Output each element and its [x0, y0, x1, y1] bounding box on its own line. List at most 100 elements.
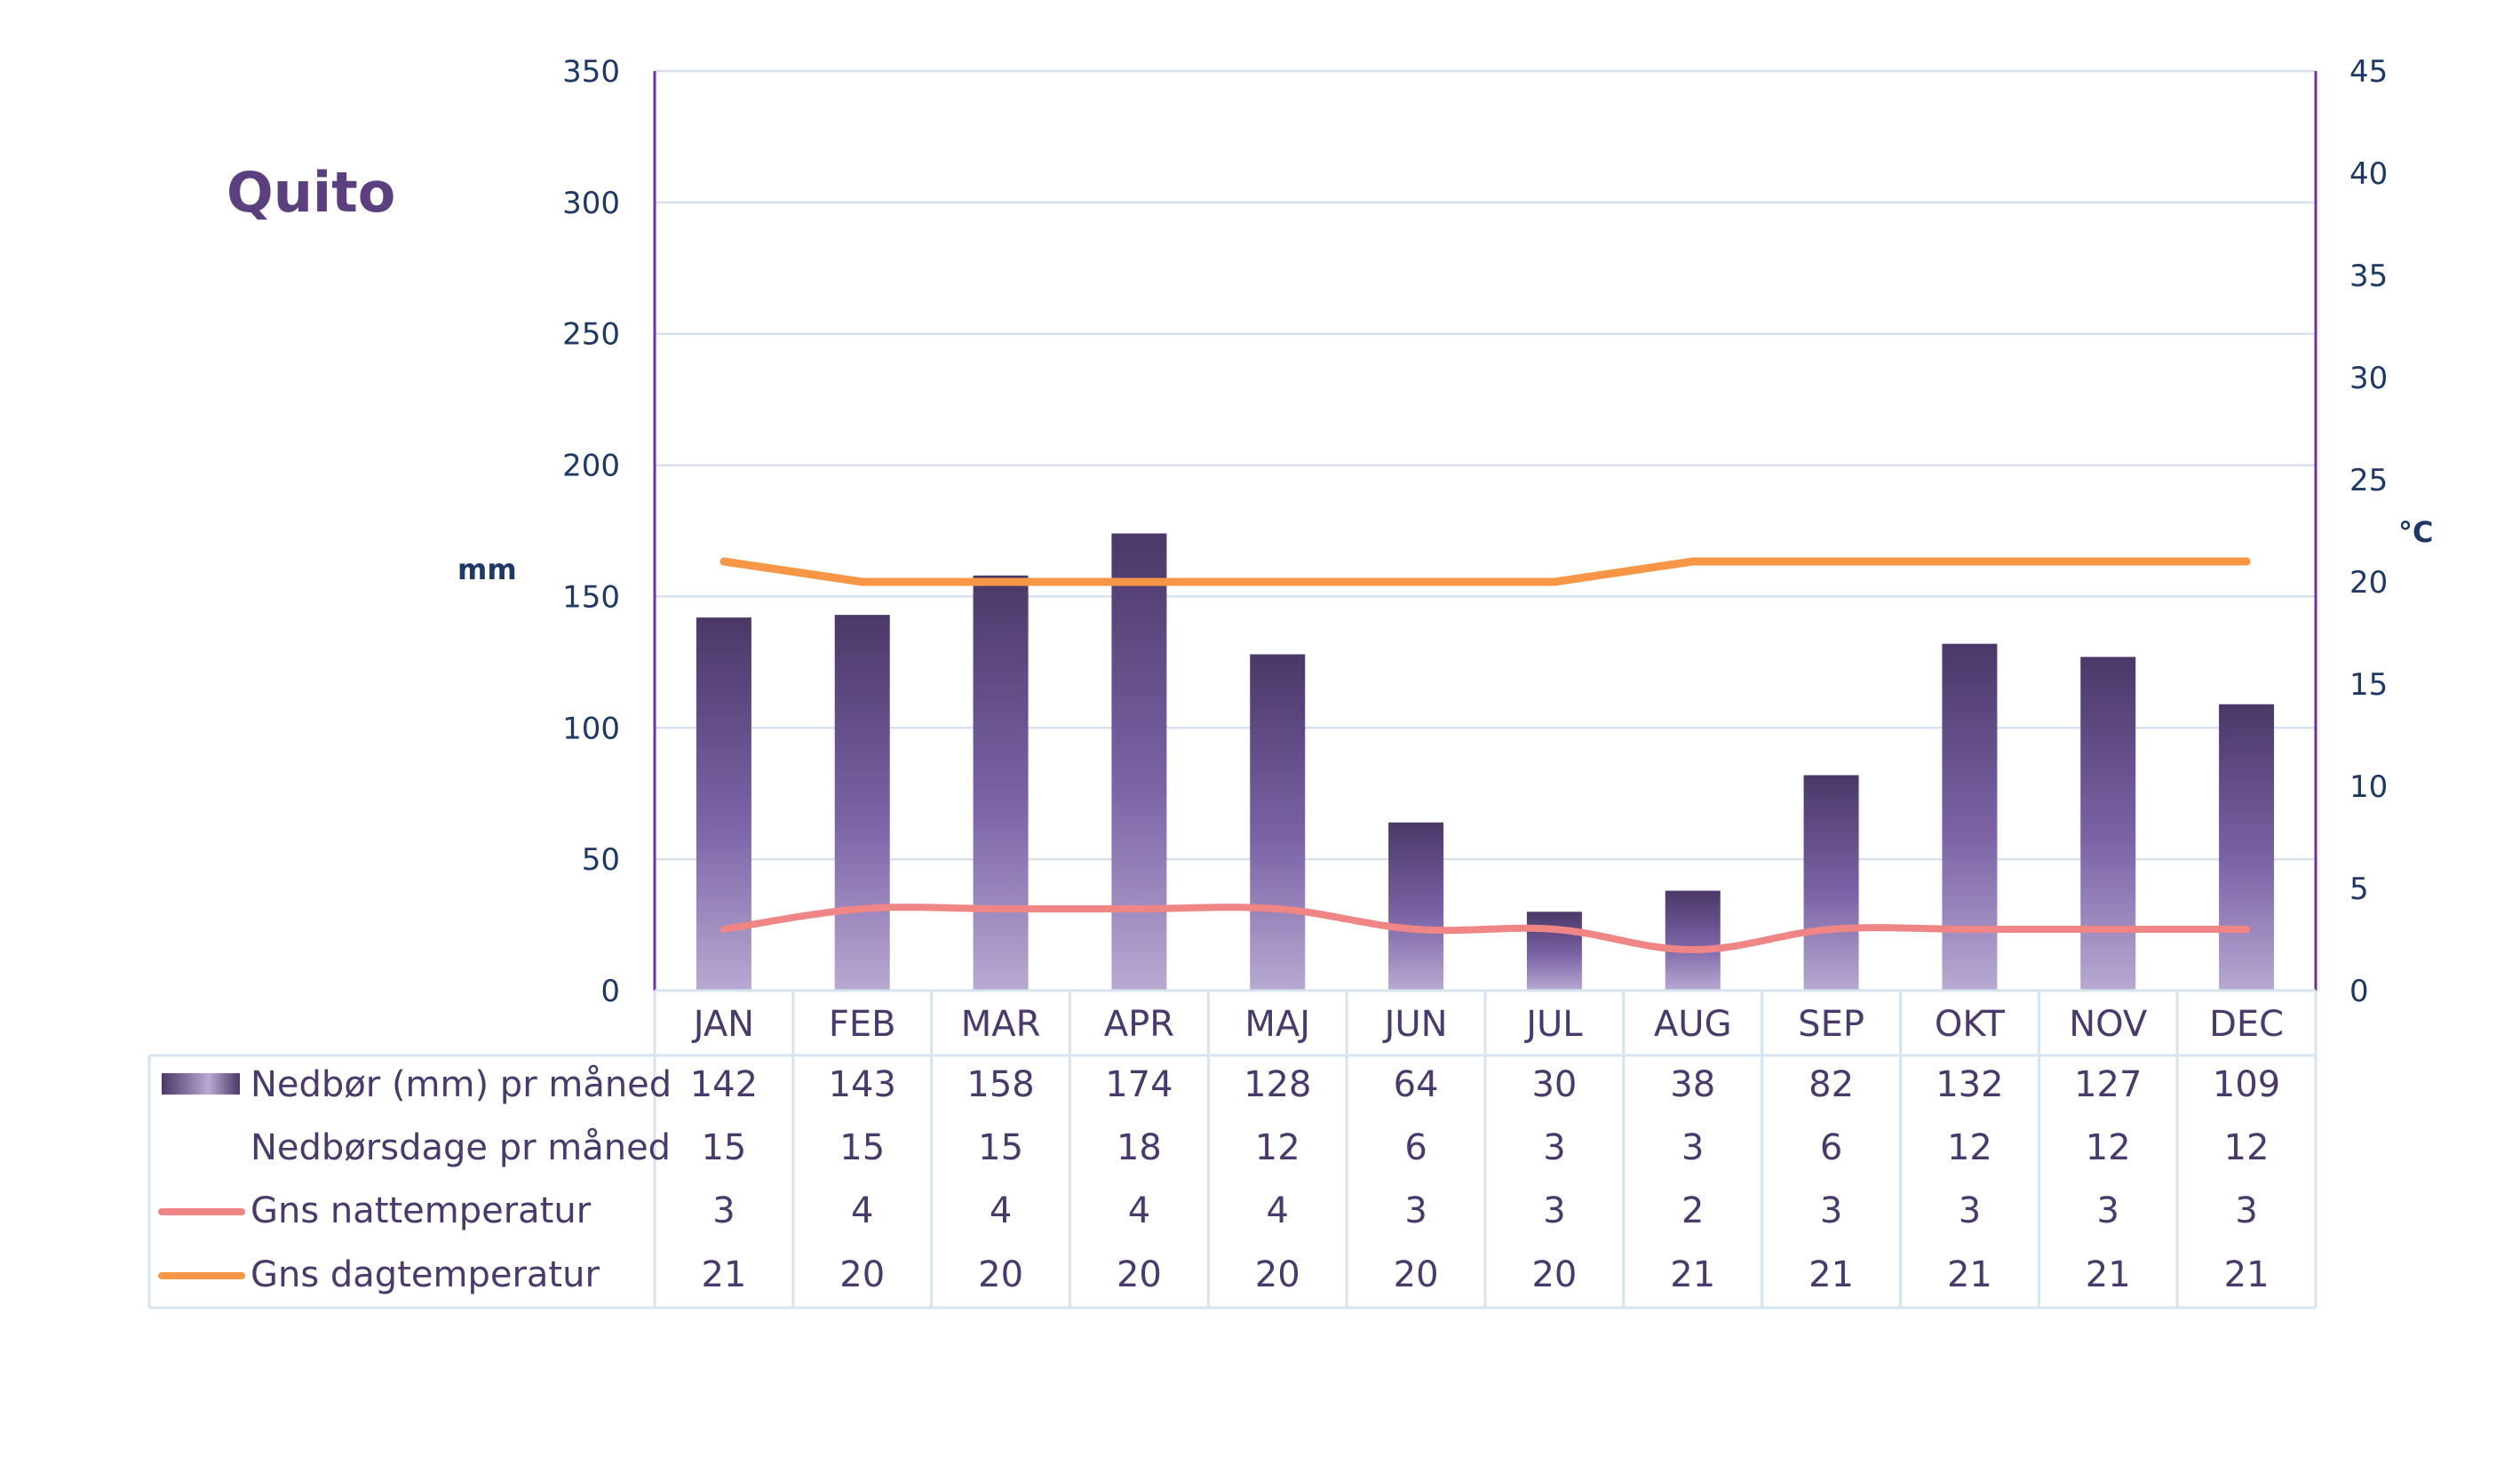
category-label: SEP: [1798, 1004, 1864, 1045]
data-label: 21: [1947, 1254, 1992, 1295]
y2-tick-label: 35: [2349, 259, 2388, 294]
legend-key-precipitation: [162, 1073, 240, 1095]
bar-mar: [973, 575, 1029, 991]
y-tick-label: 250: [562, 317, 620, 353]
bar-apr: [1111, 533, 1167, 991]
data-label: 3: [712, 1190, 735, 1231]
bar-nov: [2080, 657, 2136, 991]
bar-jun: [1388, 822, 1444, 991]
y2-tick-label: 0: [2349, 974, 2369, 1009]
data-label: 20: [1394, 1254, 1439, 1295]
bar-series: [696, 533, 2275, 991]
y2-tick-label: 30: [2349, 361, 2388, 396]
y2-axis-label: °C: [2398, 515, 2433, 549]
data-label: 158: [966, 1064, 1034, 1105]
data-label: 15: [701, 1127, 746, 1168]
data-label: 3: [1543, 1127, 1565, 1168]
day-temperature-line: [719, 557, 2251, 586]
table-row-label: Nedbør (mm) pr måned: [250, 1064, 672, 1105]
data-label: 38: [1670, 1064, 1715, 1105]
bar-sep: [1803, 775, 1859, 991]
table-row-label: Nedbørsdage pr måned: [250, 1127, 671, 1168]
data-label: 20: [978, 1254, 1023, 1295]
y2-tick-label: 10: [2349, 769, 2388, 805]
category-label: JUN: [1382, 1004, 1448, 1045]
data-label: 3: [1820, 1190, 1842, 1231]
data-label: 20: [1531, 1254, 1577, 1295]
y-tick-label: 0: [600, 974, 620, 1009]
data-label: 12: [1255, 1127, 1300, 1168]
y2-tick-label: 5: [2349, 872, 2369, 907]
data-label: 30: [1531, 1064, 1577, 1105]
data-label: 109: [2213, 1064, 2280, 1105]
data-label: 15: [978, 1127, 1023, 1168]
y2-tick-label: 20: [2349, 565, 2388, 601]
y2-tick-label: 45: [2349, 54, 2388, 90]
data-label: 3: [2097, 1190, 2119, 1231]
data-label: 3: [1543, 1190, 1565, 1231]
data-label: 12: [2086, 1127, 2131, 1168]
data-label: 20: [839, 1254, 885, 1295]
category-label: AUG: [1654, 1004, 1732, 1045]
y-tick-label: 350: [562, 54, 620, 90]
data-label: 64: [1394, 1064, 1439, 1105]
data-label: 21: [2086, 1254, 2131, 1295]
category-label: DEC: [2209, 1004, 2284, 1045]
bar-jan: [696, 617, 751, 991]
data-label: 82: [1809, 1064, 1854, 1105]
data-label: 132: [1936, 1064, 2003, 1105]
gridlines: [655, 69, 2316, 861]
category-label: APR: [1104, 1004, 1174, 1045]
chart-title: Quito: [227, 160, 395, 225]
data-label: 15: [839, 1127, 885, 1168]
bar-jul: [1526, 912, 1582, 991]
bar-dec: [2219, 704, 2275, 991]
data-label: 4: [1267, 1190, 1289, 1231]
y-tick-label: 50: [582, 842, 620, 878]
y-tick-label: 300: [562, 186, 620, 221]
data-label: 4: [990, 1190, 1012, 1231]
data-label: 12: [1947, 1127, 1992, 1168]
data-table: JAN FEB MAR APR MAJ JUN JUL AUG SEP OKT NOV DEC Nedb…: [147, 989, 2317, 1310]
axes: 0 50 100 150 200 250 300 350 0 5 10 15 20 25 30 35 40 45: [562, 54, 2388, 1009]
data-label: 20: [1117, 1254, 1162, 1295]
category-label: MAR: [961, 1004, 1041, 1045]
category-label: JUL: [1523, 1004, 1583, 1045]
data-label: 21: [2224, 1254, 2270, 1295]
data-label: 6: [1820, 1127, 1842, 1168]
y-tick-label: 200: [562, 449, 620, 484]
y-axis-label: mm: [457, 553, 517, 586]
data-label: 3: [2235, 1190, 2257, 1231]
data-label: 6: [1404, 1127, 1427, 1168]
data-label: 21: [1670, 1254, 1715, 1295]
data-label: 143: [829, 1064, 896, 1105]
data-label: 3: [1959, 1190, 1981, 1231]
data-label: 142: [690, 1064, 758, 1105]
night-temperature-line: [719, 904, 2251, 953]
y2-tick-label: 15: [2349, 667, 2388, 703]
category-label: OKT: [1935, 1004, 2006, 1045]
bar-feb: [834, 615, 890, 991]
line-series: [719, 557, 2251, 953]
category-label: MAJ: [1244, 1004, 1310, 1045]
category-label: FEB: [829, 1004, 896, 1045]
data-label: 4: [851, 1190, 873, 1231]
category-label: NOV: [2069, 1004, 2148, 1045]
data-label: 3: [1404, 1190, 1427, 1231]
data-label: 127: [2074, 1064, 2142, 1105]
data-label: 20: [1255, 1254, 1300, 1295]
bar-okt: [1942, 643, 1998, 991]
table-row-label: Gns nattemperatur: [250, 1190, 592, 1231]
bar-aug: [1665, 890, 1721, 991]
data-label: 174: [1105, 1064, 1173, 1105]
data-label: 21: [701, 1254, 746, 1295]
data-label: 12: [2224, 1127, 2270, 1168]
category-label: JAN: [691, 1004, 754, 1045]
data-label: 128: [1244, 1064, 1311, 1105]
y2-tick-label: 40: [2349, 156, 2388, 192]
data-label: 4: [1128, 1190, 1150, 1231]
data-label: 18: [1117, 1127, 1162, 1168]
data-label: 3: [1681, 1127, 1704, 1168]
data-label: 2: [1681, 1190, 1704, 1231]
